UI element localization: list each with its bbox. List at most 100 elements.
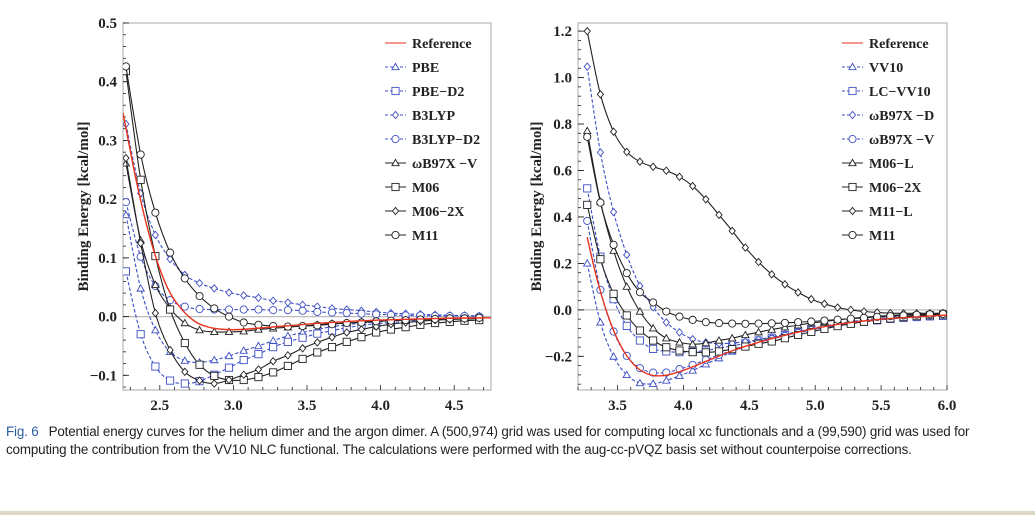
data-point [754, 327, 763, 336]
legend-label: M06−2X [869, 181, 921, 196]
data-point [635, 288, 644, 297]
chart-1: 2.53.03.54.04.5−0.10.00.10.20.30.40.5He−… [76, 16, 492, 410]
data-point [195, 325, 204, 334]
data-point [596, 148, 605, 157]
data-point [767, 325, 777, 333]
data-point [689, 181, 697, 191]
data-point [123, 153, 130, 163]
data-point [269, 296, 277, 306]
figure-label: Fig. 6 [6, 424, 39, 439]
y-tick-label: −0.2 [545, 349, 572, 365]
data-point [224, 305, 234, 314]
y-tick-label: 1.2 [553, 24, 572, 40]
plot-area [582, 26, 947, 387]
data-point [714, 319, 724, 328]
data-point [649, 162, 657, 172]
legend: Reference VV10 LC−VV10 ωB97X −D ωB97X −V M06−… [842, 37, 934, 244]
data-point [715, 210, 723, 220]
data-point [254, 341, 263, 350]
data-point [596, 90, 605, 99]
data-point [254, 373, 263, 382]
series-M06−2X [583, 200, 947, 357]
data-point [636, 157, 644, 166]
data-point [662, 343, 671, 352]
data-point [268, 336, 278, 344]
data-point [714, 347, 724, 356]
data-point [873, 312, 882, 321]
data-point [283, 337, 292, 346]
legend-label: PBE [412, 61, 439, 76]
data-point [583, 200, 592, 209]
data-point [688, 348, 697, 357]
data-point [622, 311, 631, 320]
series-B3LYP [123, 119, 483, 321]
legend-label: PBE−D2 [412, 85, 464, 100]
data-point [807, 327, 816, 336]
x-tick-label: 4.0 [674, 398, 693, 410]
data-point [254, 305, 263, 314]
data-point [136, 330, 145, 339]
legend-label: VV10 [869, 61, 903, 76]
data-point [583, 216, 592, 225]
data-point [372, 310, 381, 319]
data-point [151, 230, 160, 240]
data-point [225, 288, 233, 297]
data-point [269, 306, 278, 315]
series-M11 [123, 62, 484, 331]
data-point [741, 319, 750, 328]
legend-label: Reference [869, 37, 929, 52]
data-point [688, 315, 697, 324]
data-point [239, 356, 248, 365]
data-point [635, 306, 645, 315]
data-point [224, 327, 234, 336]
data-point [727, 333, 737, 342]
data-point [357, 318, 366, 327]
data-point [820, 316, 829, 325]
data-point [386, 316, 395, 325]
data-point [151, 325, 160, 334]
data-point [357, 325, 366, 334]
data-point [181, 367, 189, 377]
legend-marker [391, 158, 400, 167]
data-point [313, 338, 321, 347]
data-point [701, 318, 710, 327]
data-point [649, 336, 658, 345]
x-tick-label: 4.5 [740, 398, 759, 410]
data-point [622, 370, 632, 379]
data-point [648, 379, 658, 387]
data-point [180, 379, 189, 388]
legend-label: M06−2X [412, 205, 464, 220]
x-tick-label: 6.0 [938, 398, 957, 410]
y-tick-label: −0.1 [90, 368, 117, 384]
data-point [195, 278, 204, 288]
legend-label: M11−L [869, 205, 913, 220]
legend-label: M11 [869, 229, 895, 244]
data-point [283, 361, 292, 370]
data-point [328, 332, 336, 342]
x-tick-label: 4.5 [445, 398, 464, 410]
data-point [298, 354, 307, 363]
data-point [596, 255, 605, 264]
data-point [195, 291, 204, 301]
data-point [284, 351, 292, 360]
data-point [583, 26, 591, 36]
legend-marker [391, 134, 400, 144]
data-point [820, 299, 829, 309]
legend-marker [391, 230, 400, 240]
legend-label: M06−L [869, 157, 914, 172]
legend-marker [391, 62, 400, 71]
data-point [343, 328, 351, 337]
data-point [283, 306, 292, 315]
legend-marker [848, 230, 857, 240]
data-point [210, 371, 219, 380]
series-reference-line [123, 112, 491, 331]
y-tick-label: 0.4 [553, 210, 572, 226]
data-point [833, 315, 842, 324]
legend-label: ωB97X −V [412, 157, 477, 172]
data-point [609, 127, 618, 137]
y-tick-label: 0.6 [553, 163, 572, 179]
data-point [820, 324, 829, 333]
data-point [180, 274, 189, 283]
data-point [239, 346, 249, 354]
data-point [701, 338, 711, 347]
